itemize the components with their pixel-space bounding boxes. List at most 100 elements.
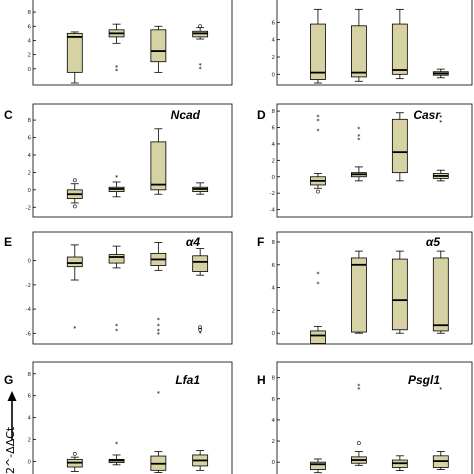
outlier-marker	[72, 178, 77, 183]
extreme-marker: *	[357, 383, 360, 390]
y-tick-label: -6	[26, 331, 32, 337]
box-group: **	[432, 115, 449, 182]
extreme-marker: *	[357, 386, 360, 393]
panel-letter: D	[257, 108, 266, 122]
y-tick-label: 2	[272, 158, 276, 164]
y-tick-label: 0	[28, 259, 32, 265]
y-tick-label: 4	[272, 286, 276, 292]
extreme-marker: *	[199, 330, 202, 337]
plot-area: ********	[66, 242, 209, 339]
box	[391, 258, 408, 331]
outlier-marker	[316, 189, 320, 194]
extreme-marker: *	[115, 441, 118, 448]
y-tick-label: -2	[26, 283, 31, 289]
extreme-marker: *	[439, 115, 442, 122]
panel-frame	[32, 0, 233, 86]
box-group	[310, 8, 326, 84]
box-group: *	[66, 244, 83, 332]
box-group	[192, 450, 209, 471]
extreme-marker: *	[157, 328, 160, 335]
y-tick-label: 0	[272, 175, 276, 181]
gene-label: Casr	[413, 108, 441, 122]
extreme-marker: *	[115, 175, 118, 182]
panel-b: 0 2 4 6	[272, 0, 473, 86]
extreme-marker: *	[199, 62, 202, 69]
y-tick-label: 0	[272, 460, 276, 466]
outlier-marker	[356, 441, 361, 446]
extreme-marker: *	[157, 332, 160, 339]
box-group: *	[432, 386, 449, 470]
extreme-marker: *	[115, 323, 118, 330]
box	[150, 29, 167, 63]
outlier-marker	[198, 325, 203, 330]
y-tick-label: -2	[26, 205, 31, 211]
y-tick-label: 6	[272, 126, 276, 132]
panel-letter: E	[4, 235, 12, 249]
box-group: **	[192, 24, 209, 73]
y-tick-label: 6	[28, 24, 32, 30]
box-group: **	[108, 245, 125, 335]
y-tick-label: 6	[272, 263, 276, 269]
box-group: **	[108, 23, 125, 75]
panel-frame	[32, 103, 233, 218]
extreme-marker: *	[73, 325, 76, 332]
y-tick-label: -2	[270, 191, 275, 197]
y-tick-label: 2	[272, 308, 276, 314]
y-tick-label: 0	[28, 67, 32, 73]
outlier-marker	[72, 204, 77, 209]
box	[310, 330, 326, 344]
box-group	[192, 182, 209, 195]
box-group	[66, 178, 83, 209]
box-group: ***	[350, 126, 367, 182]
box	[350, 25, 367, 78]
y-tick-label: 2	[272, 439, 276, 445]
y-tick-label: -4	[26, 307, 32, 313]
box	[391, 118, 408, 174]
y-tick-label: 0	[272, 331, 276, 337]
box	[310, 461, 326, 470]
box-group	[391, 250, 408, 334]
y-tick-label: 6	[272, 20, 276, 26]
box	[432, 257, 449, 332]
y-tick-label: 8	[272, 376, 276, 382]
box	[150, 141, 167, 191]
extreme-marker: *	[316, 118, 319, 125]
extreme-marker: *	[199, 66, 202, 73]
y-tick-label: 8	[28, 10, 32, 16]
panel-letter: H	[257, 373, 266, 387]
y-tick-label: 8	[28, 372, 32, 378]
extreme-marker: *	[357, 137, 360, 144]
extreme-marker: *	[439, 120, 442, 127]
y-tick-label: 2	[28, 170, 32, 176]
box-group: **	[350, 383, 367, 466]
box-group	[310, 458, 326, 474]
plot-area: ****	[66, 23, 209, 84]
panel-c: -2 0 2 4 6 8 C Ncad *	[4, 103, 233, 218]
plot-area: **	[310, 250, 449, 344]
y-tick-label: 4	[272, 418, 276, 424]
gene-label: α4	[186, 235, 200, 249]
box-group: *	[108, 175, 125, 198]
box-group: ***	[310, 114, 326, 194]
box-group	[150, 25, 167, 73]
gene-label: Psgl1	[408, 373, 440, 387]
y-tick-label: 4	[272, 38, 276, 44]
extreme-marker: *	[357, 134, 360, 141]
extreme-marker: *	[316, 271, 319, 278]
box-group	[150, 128, 167, 195]
extreme-marker: *	[115, 328, 118, 335]
outlier-marker	[198, 24, 203, 29]
box-group	[391, 8, 408, 80]
panel-frame	[276, 103, 473, 218]
box	[310, 23, 326, 80]
box-group	[432, 68, 449, 79]
panel-letter: G	[4, 373, 13, 387]
y-tick-label: 6	[272, 397, 276, 403]
box-group	[350, 8, 367, 82]
box	[192, 255, 209, 272]
